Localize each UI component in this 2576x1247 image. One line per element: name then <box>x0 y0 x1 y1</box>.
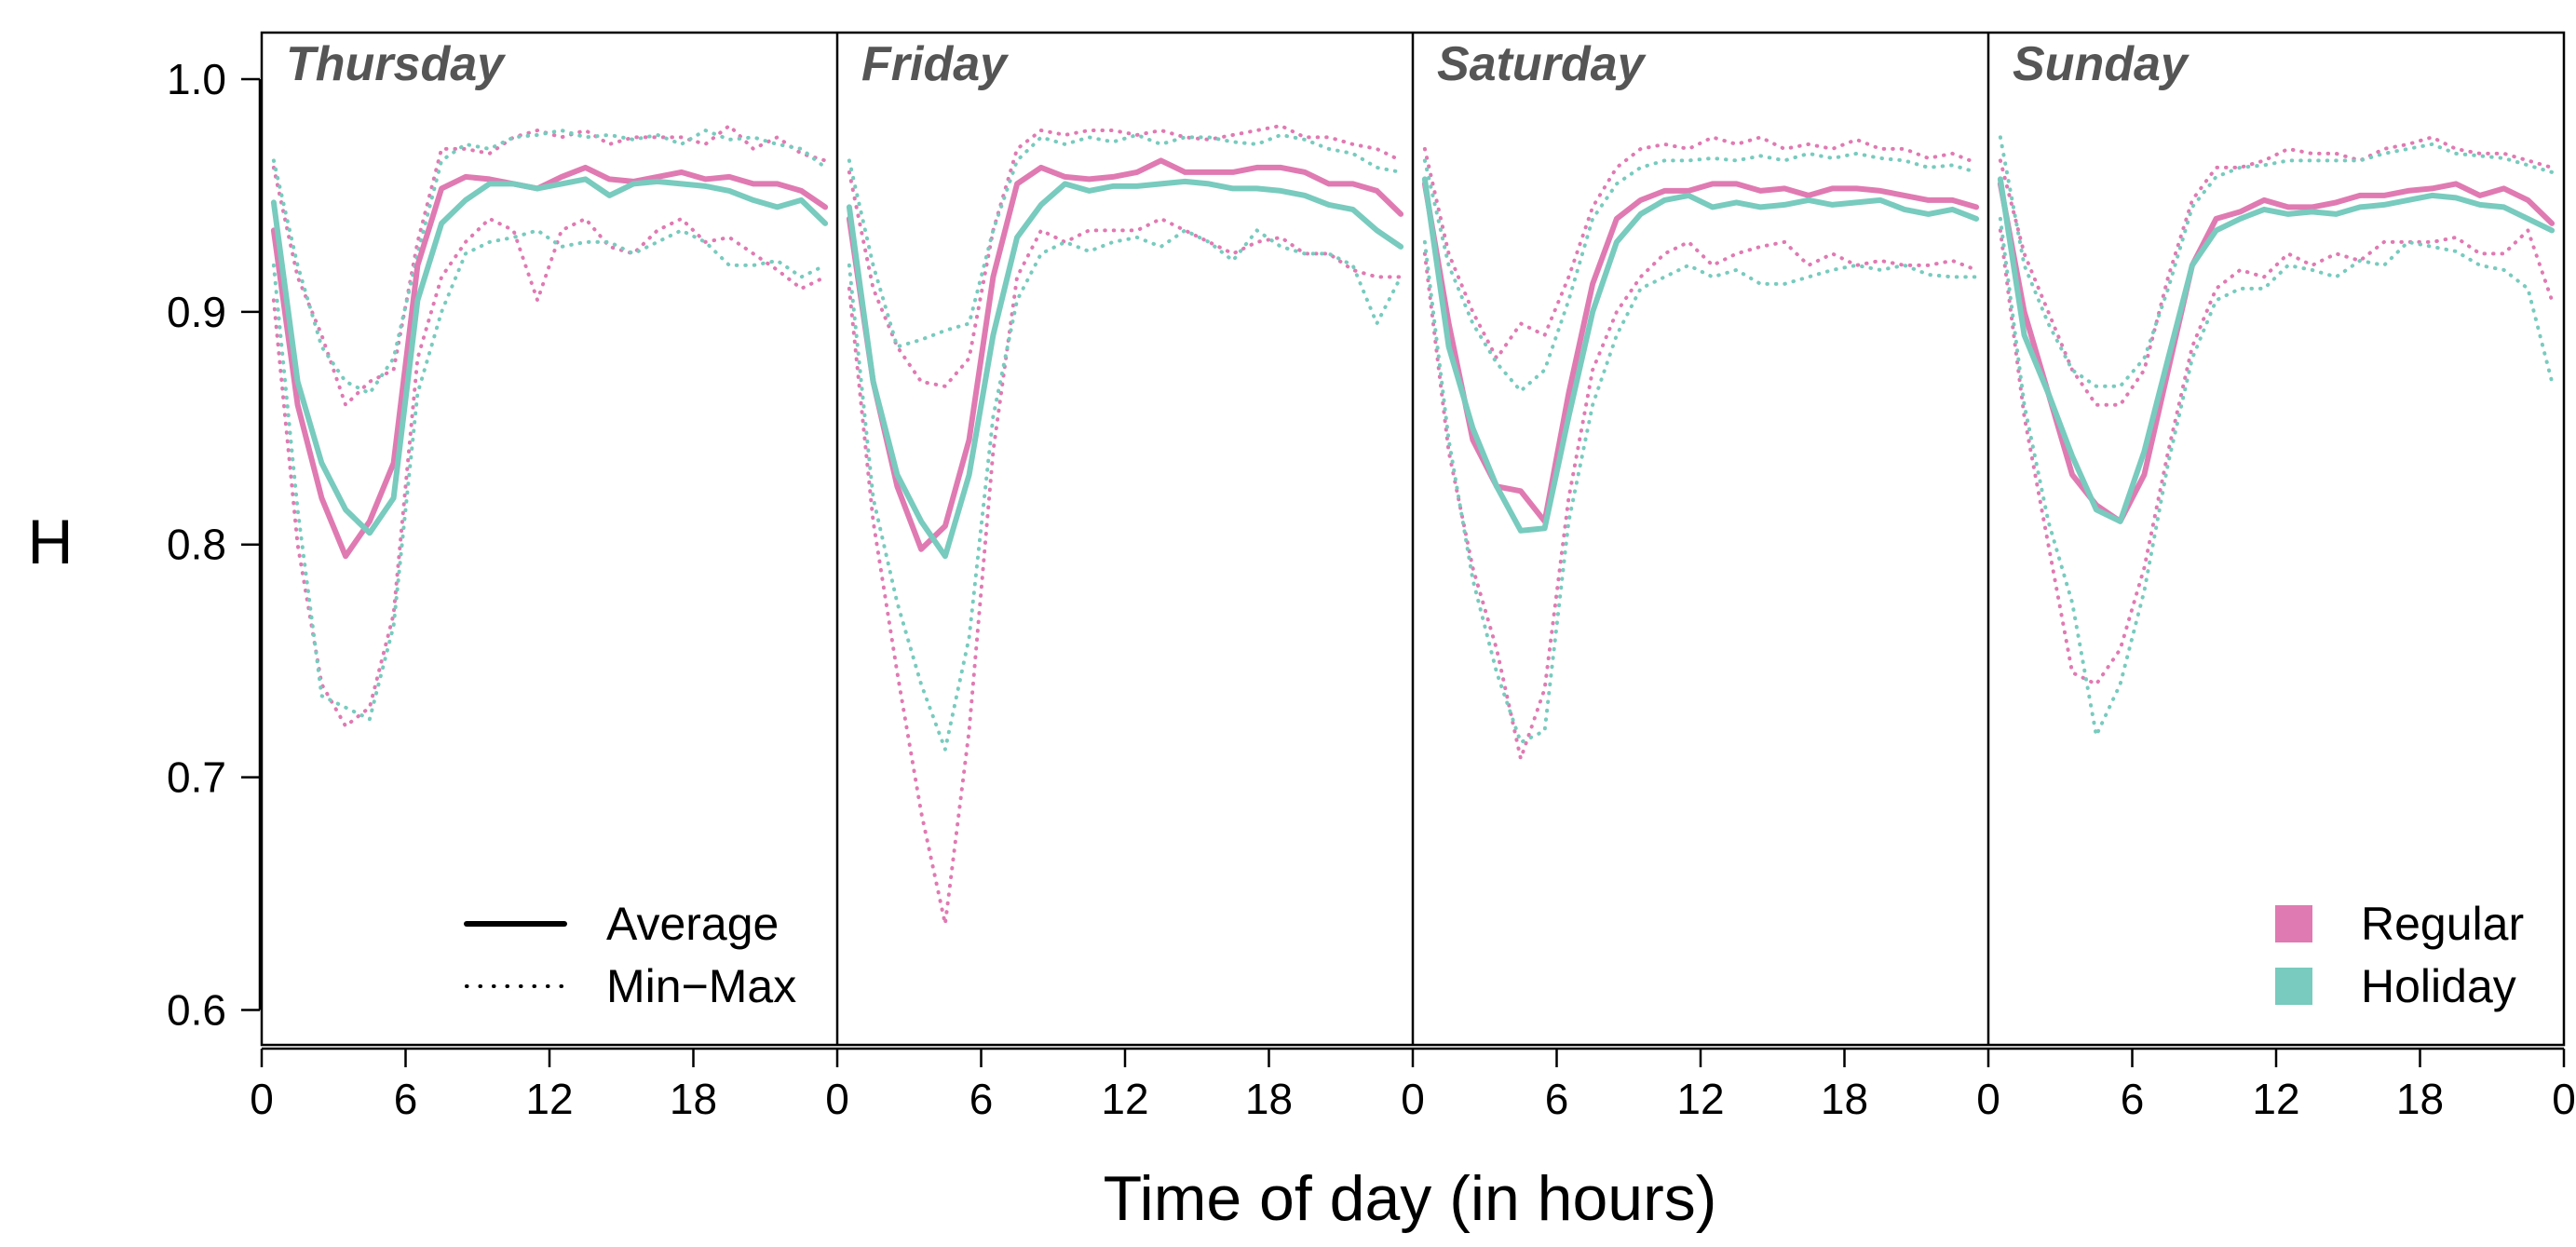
x-tick-label: 18 <box>670 1075 717 1123</box>
line-friday-regular-max <box>847 124 1403 388</box>
legend-group-color: Regular Holiday <box>2275 898 2524 1012</box>
x-axis: 0 6 12 18 0 6 12 18 0 6 12 18 0 6 12 18 0 <box>250 1047 2576 1123</box>
line-friday-holiday-max <box>847 132 1403 349</box>
line-saturday-regular-min <box>1422 239 1979 761</box>
panel-label-sunday: Sunday <box>2013 37 2190 91</box>
line-thursday-holiday-average <box>270 176 829 536</box>
x-tick-label: 0 <box>2552 1075 2576 1123</box>
line-saturday-regular-max <box>1422 135 1979 360</box>
x-tick-label: 12 <box>1676 1075 1724 1123</box>
line-saturday-regular-average <box>1421 181 1980 524</box>
line-thursday-regular-min <box>271 216 828 728</box>
y-tick-label: 0.6 <box>167 986 226 1035</box>
line-thursday-regular-max <box>271 124 828 407</box>
line-thursday-holiday-max <box>271 129 828 396</box>
line-sunday-holiday-min <box>1998 216 2555 738</box>
legend-label-holiday: Holiday <box>2361 960 2516 1012</box>
panel-saturday: Saturday <box>1421 33 1990 1045</box>
panel-sunday: Sunday <box>1997 37 2556 738</box>
legend-line-label-solid: Average <box>606 898 779 950</box>
x-tick-label: 6 <box>969 1075 994 1123</box>
panel-thursday: Thursday <box>270 33 839 1045</box>
y-tick-label: 0.8 <box>167 521 226 569</box>
panels-layer: Thursday Friday Saturday Sunday <box>260 31 2566 1047</box>
legend-label-regular: Regular <box>2361 898 2524 950</box>
x-tick-label: 0 <box>1976 1075 2000 1123</box>
x-tick-label: 12 <box>525 1075 573 1123</box>
line-friday-regular-average <box>846 157 1404 552</box>
x-tick-label: 0 <box>1401 1075 1425 1123</box>
x-tick-label: 12 <box>1101 1075 1148 1123</box>
panel-friday: Friday <box>846 33 1415 1045</box>
line-friday-holiday-average <box>846 178 1404 560</box>
line-sunday-regular-min <box>1998 228 2555 686</box>
line-saturday-holiday-average <box>1421 176 1980 534</box>
x-tick-label: 6 <box>2121 1075 2145 1123</box>
x-tick-label: 0 <box>825 1075 849 1123</box>
x-tick-label: 18 <box>2396 1075 2444 1123</box>
line-sunday-holiday-average <box>1997 176 2556 524</box>
legend-line-style: Average Min−Max <box>464 898 796 1012</box>
line-sunday-holiday-max <box>1998 135 2555 388</box>
legend-swatch-regular <box>2275 905 2312 942</box>
x-axis-title: Time of day (in hours) <box>1104 1163 1717 1234</box>
line-saturday-holiday-min <box>1422 239 1979 745</box>
panel-label-saturday: Saturday <box>1437 37 1647 91</box>
panel-label-friday: Friday <box>861 37 1010 91</box>
x-tick-label: 18 <box>1821 1075 1868 1123</box>
line-thursday-holiday-min <box>271 228 828 722</box>
y-axis-title: H <box>27 507 73 577</box>
y-tick-label: 0.7 <box>167 753 226 802</box>
y-tick-label: 1.0 <box>167 55 226 103</box>
x-tick-label: 12 <box>2252 1075 2299 1123</box>
plot-frame <box>260 31 2566 1047</box>
line-friday-regular-min <box>847 216 1403 927</box>
panel-label-thursday: Thursday <box>286 37 507 91</box>
legend-line-label-dotted: Min−Max <box>606 960 796 1012</box>
line-saturday-holiday-max <box>1422 151 1979 393</box>
x-tick-label: 18 <box>1245 1075 1293 1123</box>
x-tick-label: 0 <box>250 1075 274 1123</box>
legend-swatch-holiday <box>2275 968 2312 1005</box>
line-sunday-regular-max <box>1998 135 2555 407</box>
y-axis: 0.6 0.7 0.8 0.9 1.0 <box>167 55 262 1035</box>
x-tick-label: 6 <box>1545 1075 1569 1123</box>
x-tick-label: 6 <box>394 1075 418 1123</box>
y-tick-label: 0.9 <box>167 288 226 336</box>
